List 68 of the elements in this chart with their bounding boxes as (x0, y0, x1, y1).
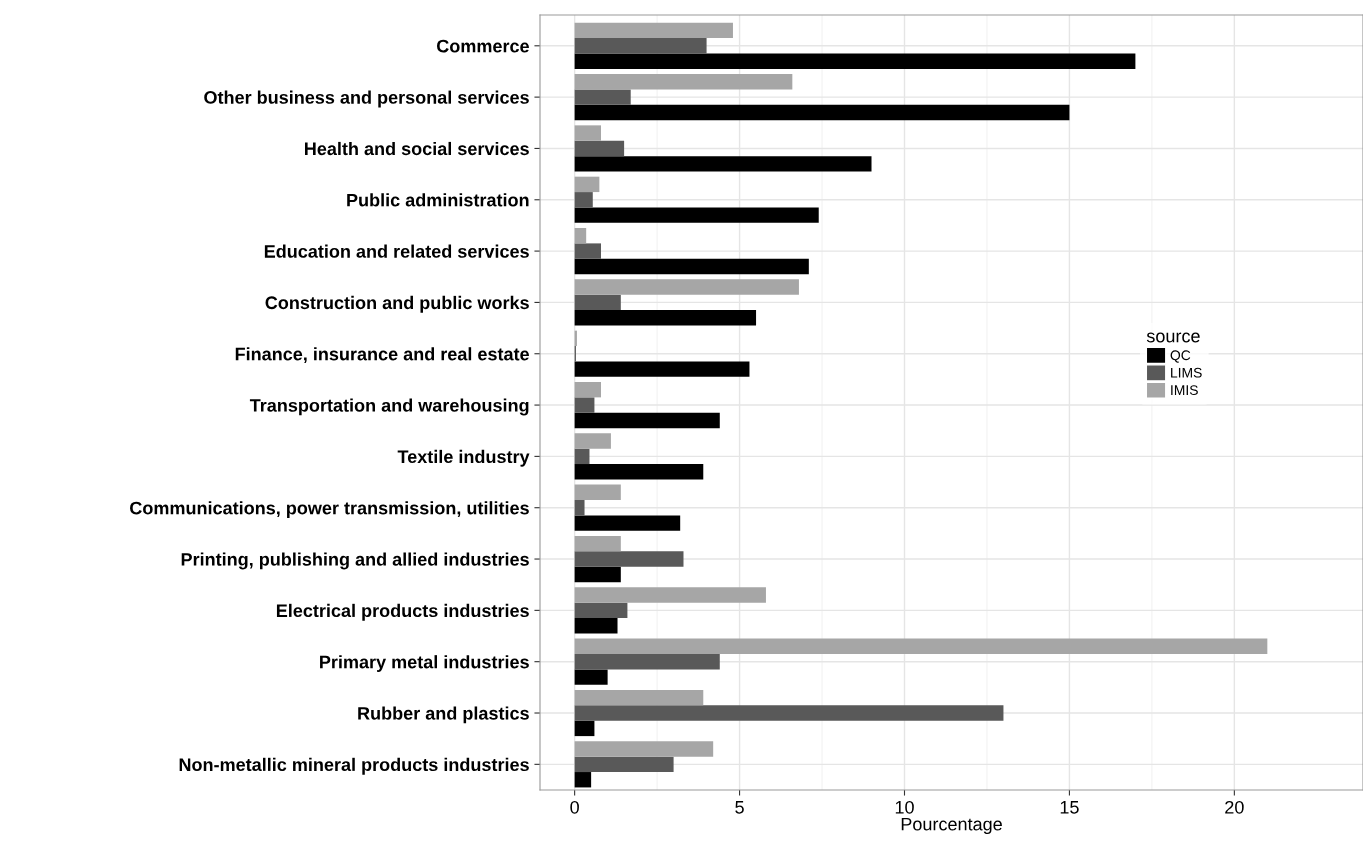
bar (574, 551, 684, 567)
bar (574, 669, 608, 685)
bar (574, 279, 799, 295)
bar (574, 228, 587, 244)
y-tick-label: Textile industry (397, 449, 530, 467)
y-tick-label: Printing, publishing and allied industries (181, 552, 529, 570)
bar (574, 207, 819, 223)
bar (574, 566, 621, 583)
bar (574, 535, 621, 552)
x-tick-label: 15 (1060, 801, 1079, 814)
bar (574, 294, 621, 311)
bar (574, 500, 585, 516)
bar (574, 397, 595, 413)
bar (574, 653, 720, 670)
bar (574, 104, 1070, 121)
bar (574, 361, 750, 377)
y-tick-label: Finance, insurance and real estate (235, 347, 529, 364)
legend-label: IMIS (1171, 385, 1198, 396)
bar (574, 689, 704, 706)
bar (574, 618, 618, 634)
bar (574, 381, 602, 398)
bar (574, 38, 707, 54)
y-tick-label: Public administration (347, 193, 529, 207)
x-tick-label: 20 (1225, 800, 1244, 814)
bar (574, 89, 631, 105)
y-tick-label: Other business and personal services (204, 90, 529, 108)
y-tick-label: Communications, power transmission, utilities (130, 501, 529, 518)
y-tick-label: Non-metallic mineral products industries (179, 757, 529, 775)
bar (574, 448, 590, 465)
y-tick-label: Construction and public works (265, 295, 529, 313)
bar (574, 412, 720, 429)
bar (574, 772, 592, 788)
bar (574, 310, 757, 326)
bar (574, 484, 621, 501)
bar (574, 433, 611, 449)
legend-title: source (1146, 332, 1200, 343)
bar (574, 125, 602, 141)
bar (574, 53, 1136, 69)
x-tick-label: 5 (735, 801, 744, 814)
y-tick-label: Primary metal industries (320, 655, 529, 672)
bar (574, 638, 1268, 654)
bar (574, 705, 1004, 721)
bar (574, 602, 628, 619)
y-tick-label: Transportation and warehousing (249, 398, 529, 416)
y-tick-label: Commerce (437, 39, 529, 53)
legend-label: QC (1170, 350, 1191, 363)
y-tick-label: Education and related services (264, 244, 529, 258)
bar (574, 258, 809, 275)
bar (574, 756, 674, 773)
bar (574, 720, 595, 737)
bar (574, 22, 733, 39)
bar (574, 156, 872, 172)
bar (574, 192, 593, 208)
bar (574, 741, 714, 757)
y-tick-label: Rubber and plastics (358, 706, 529, 724)
y-tick-label: Health and social services (305, 141, 529, 156)
bar (574, 140, 625, 157)
bar (574, 464, 704, 480)
x-axis-title: Pourcentage (901, 817, 1002, 835)
bar (574, 243, 602, 259)
bar (574, 176, 600, 193)
x-tick-label: 10 (895, 800, 914, 814)
x-tick-label: 0 (570, 800, 579, 814)
bar (574, 587, 766, 603)
y-tick-label: Electrical products industries (276, 603, 529, 621)
bar (574, 74, 793, 90)
legend-label: LIMS (1171, 367, 1202, 378)
bar (574, 515, 681, 531)
